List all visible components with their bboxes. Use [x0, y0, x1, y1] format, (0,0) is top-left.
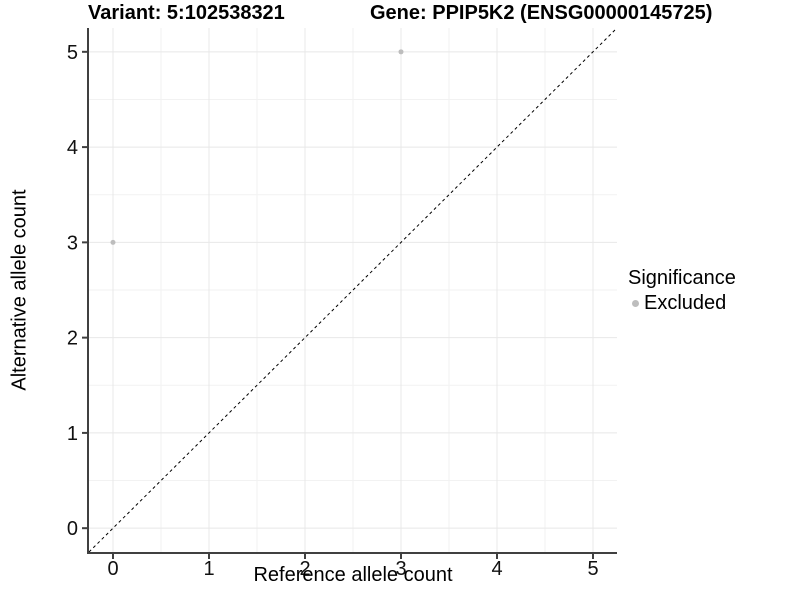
y-tick-label: 5: [67, 42, 78, 64]
y-tick-label: 4: [67, 137, 78, 159]
identity-line: [88, 27, 618, 553]
legend-item-label: Excluded: [644, 292, 727, 314]
y-tick-label: 1: [67, 423, 78, 445]
x-axis-title: Reference allele count: [253, 564, 453, 586]
x-tick-label: 4: [491, 558, 502, 580]
y-axis-title: Alternative allele count: [8, 189, 31, 391]
legend: Significance Excluded: [628, 266, 736, 315]
y-tick-label: 3: [67, 232, 78, 254]
legend-point-swatch: [632, 299, 639, 307]
x-tick-label: 5: [587, 558, 598, 580]
x-tick-label: 1: [203, 558, 214, 580]
legend-title: Significance: [628, 267, 736, 289]
gene-title: Gene: PPIP5K2 (ENSG00000145725): [370, 2, 713, 24]
variant-title: Variant: 5:102538321: [88, 2, 285, 24]
x-tick-label: 0: [107, 558, 118, 580]
legend-item-excluded: Excluded: [628, 291, 736, 315]
data-point: [110, 239, 116, 245]
data-point: [398, 49, 404, 55]
x-tick-label: 3: [395, 558, 406, 580]
y-tick-label: 0: [67, 518, 78, 540]
y-tick-label: 2: [67, 328, 78, 350]
x-tick-label: 2: [299, 558, 310, 580]
